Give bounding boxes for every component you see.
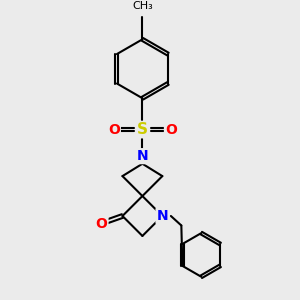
Text: CH₃: CH₃	[132, 1, 153, 11]
Text: O: O	[96, 217, 107, 231]
Text: O: O	[165, 123, 177, 136]
Text: N: N	[157, 209, 168, 223]
Text: N: N	[136, 149, 148, 163]
Text: O: O	[108, 123, 120, 136]
Text: S: S	[137, 122, 148, 137]
